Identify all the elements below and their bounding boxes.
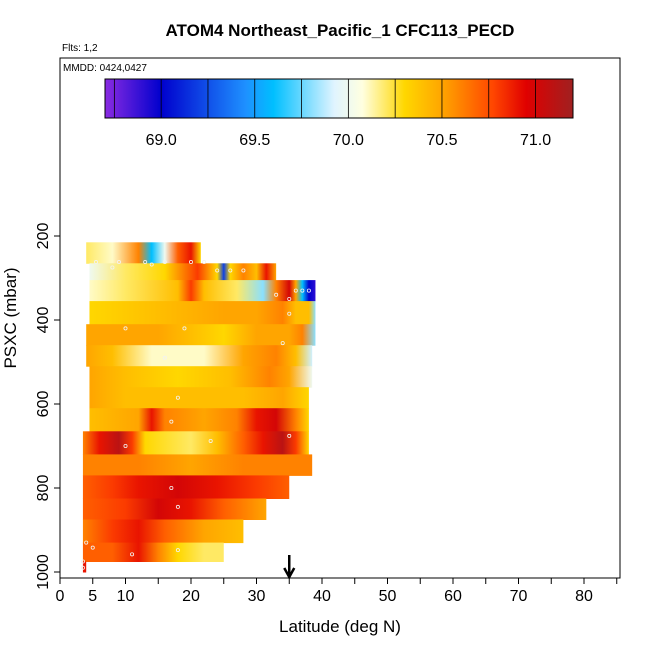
sample-point xyxy=(94,260,99,265)
heatmap-bands xyxy=(82,242,316,573)
sample-point xyxy=(130,552,135,557)
y-tick-label: 200 xyxy=(35,223,52,250)
sample-point xyxy=(84,540,89,545)
sample-point xyxy=(169,485,174,490)
x-axis: 0 5 10 20 30 40 50 60 70 80 xyxy=(56,577,620,605)
heatmap-band xyxy=(89,263,277,281)
sample-point xyxy=(162,260,167,265)
sample-point xyxy=(287,296,292,301)
sample-point xyxy=(149,262,154,267)
heatmap-band xyxy=(89,408,309,432)
colorbar: 69.0 69.5 70.0 70.5 71.0 xyxy=(104,78,574,149)
x-tick-label: 0 xyxy=(56,588,65,605)
heatmap-band xyxy=(82,498,267,520)
heatmap-band xyxy=(86,324,316,346)
x-tick-label: 20 xyxy=(182,588,200,605)
y-tick-label: 800 xyxy=(35,475,52,502)
sample-point xyxy=(274,292,279,297)
y-tick-label: 400 xyxy=(35,307,52,334)
sample-point xyxy=(188,260,193,265)
sample-point xyxy=(202,260,207,265)
heatmap-band xyxy=(89,366,313,388)
y-tick-label: 1000 xyxy=(35,554,52,590)
sample-point xyxy=(228,268,233,273)
sample-point xyxy=(287,311,292,316)
sample-point xyxy=(123,326,128,331)
sample-point xyxy=(175,548,180,553)
sample-point xyxy=(162,355,167,360)
heatmap-band xyxy=(89,387,309,409)
x-tick-label: 80 xyxy=(575,588,593,605)
sample-point xyxy=(90,545,95,550)
colorbar-tick-label: 70.0 xyxy=(333,132,364,149)
x-tick-label: 70 xyxy=(510,588,528,605)
sample-point xyxy=(80,565,85,570)
sample-point xyxy=(215,268,220,273)
sample-point xyxy=(208,438,213,443)
heatmap-band xyxy=(86,345,313,367)
x-tick-label: 30 xyxy=(248,588,266,605)
sample-point xyxy=(306,288,311,293)
y-tick-label: 600 xyxy=(35,391,52,418)
latitude-arrow xyxy=(283,555,296,580)
x-tick-label: 10 xyxy=(117,588,135,605)
colorbar-tick-label: 71.0 xyxy=(520,132,551,149)
sample-point xyxy=(116,260,121,265)
heatmap-band xyxy=(82,542,224,562)
heatmap-band xyxy=(82,519,244,544)
sample-point xyxy=(143,260,148,265)
x-tick-label: 60 xyxy=(444,588,462,605)
sample-point xyxy=(300,288,305,293)
y-axis-title: PSXC (mbar) xyxy=(1,267,20,368)
sample-point xyxy=(182,326,187,331)
dates-label: MMDD: 0424,0427 xyxy=(63,63,147,74)
sample-point xyxy=(123,443,128,448)
sample-point xyxy=(241,268,246,273)
colorbar-tick-label: 69.5 xyxy=(239,132,270,149)
sample-point xyxy=(287,433,292,438)
heatmap-band xyxy=(82,431,309,455)
x-tick-label: 5 xyxy=(88,588,97,605)
sample-point xyxy=(293,288,298,293)
y-axis: 200 400 600 800 1000 xyxy=(35,58,61,590)
sample-point xyxy=(80,559,85,564)
chart-title: ATOM4 Northeast_Pacific_1 CFC113_PECD xyxy=(166,21,515,40)
heatmap-band xyxy=(82,475,290,499)
sample-point xyxy=(175,504,180,509)
colorbar-gradient xyxy=(104,78,574,119)
x-tick-label: 50 xyxy=(379,588,397,605)
sample-point xyxy=(280,341,285,346)
arrow-head xyxy=(283,567,296,580)
sample-point xyxy=(110,265,115,270)
x-axis-title: Latitude (deg N) xyxy=(279,617,401,636)
colorbar-ticks: 69.0 69.5 70.0 70.5 71.0 xyxy=(113,79,551,149)
heatmap-band xyxy=(82,454,313,476)
flights-label: Flts: 1,2 xyxy=(62,43,98,54)
sample-point xyxy=(175,395,180,400)
heatmap-band xyxy=(86,242,201,264)
sample-point xyxy=(169,419,174,424)
colorbar-tick-label: 69.0 xyxy=(146,132,177,149)
sample-points xyxy=(80,260,311,570)
heatmap-band xyxy=(89,301,316,325)
heatmap-band xyxy=(89,280,316,302)
x-tick-label: 40 xyxy=(313,588,331,605)
colorbar-tick-label: 70.5 xyxy=(426,132,457,149)
